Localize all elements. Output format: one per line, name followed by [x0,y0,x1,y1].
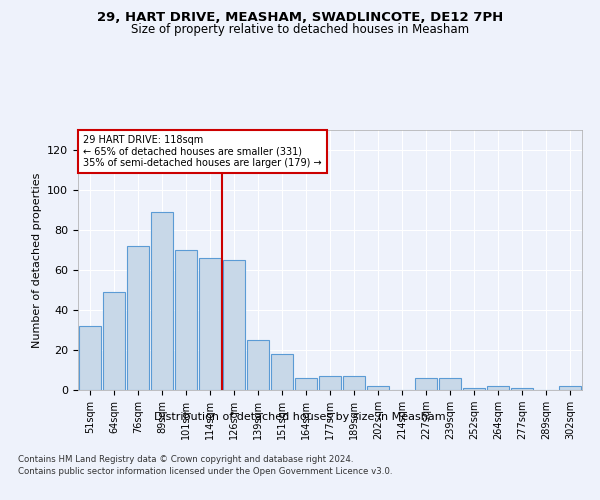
Bar [151,212,173,390]
Bar [415,378,437,390]
Bar [247,340,269,390]
Text: Contains public sector information licensed under the Open Government Licence v3: Contains public sector information licen… [18,468,392,476]
Bar [199,258,221,390]
Bar [463,388,485,390]
Bar [511,388,533,390]
Text: 29, HART DRIVE, MEASHAM, SWADLINCOTE, DE12 7PH: 29, HART DRIVE, MEASHAM, SWADLINCOTE, DE… [97,11,503,24]
Text: Contains HM Land Registry data © Crown copyright and database right 2024.: Contains HM Land Registry data © Crown c… [18,455,353,464]
Bar [103,292,125,390]
Bar [127,246,149,390]
Text: Size of property relative to detached houses in Measham: Size of property relative to detached ho… [131,22,469,36]
Bar [559,386,581,390]
Text: 29 HART DRIVE: 118sqm
← 65% of detached houses are smaller (331)
35% of semi-det: 29 HART DRIVE: 118sqm ← 65% of detached … [83,135,322,168]
Bar [343,376,365,390]
Bar [295,378,317,390]
Bar [79,326,101,390]
Bar [223,260,245,390]
Bar [319,376,341,390]
Bar [175,250,197,390]
Bar [487,386,509,390]
Y-axis label: Number of detached properties: Number of detached properties [32,172,41,348]
Text: Distribution of detached houses by size in Measham: Distribution of detached houses by size … [154,412,446,422]
Bar [271,354,293,390]
Bar [367,386,389,390]
Bar [439,378,461,390]
